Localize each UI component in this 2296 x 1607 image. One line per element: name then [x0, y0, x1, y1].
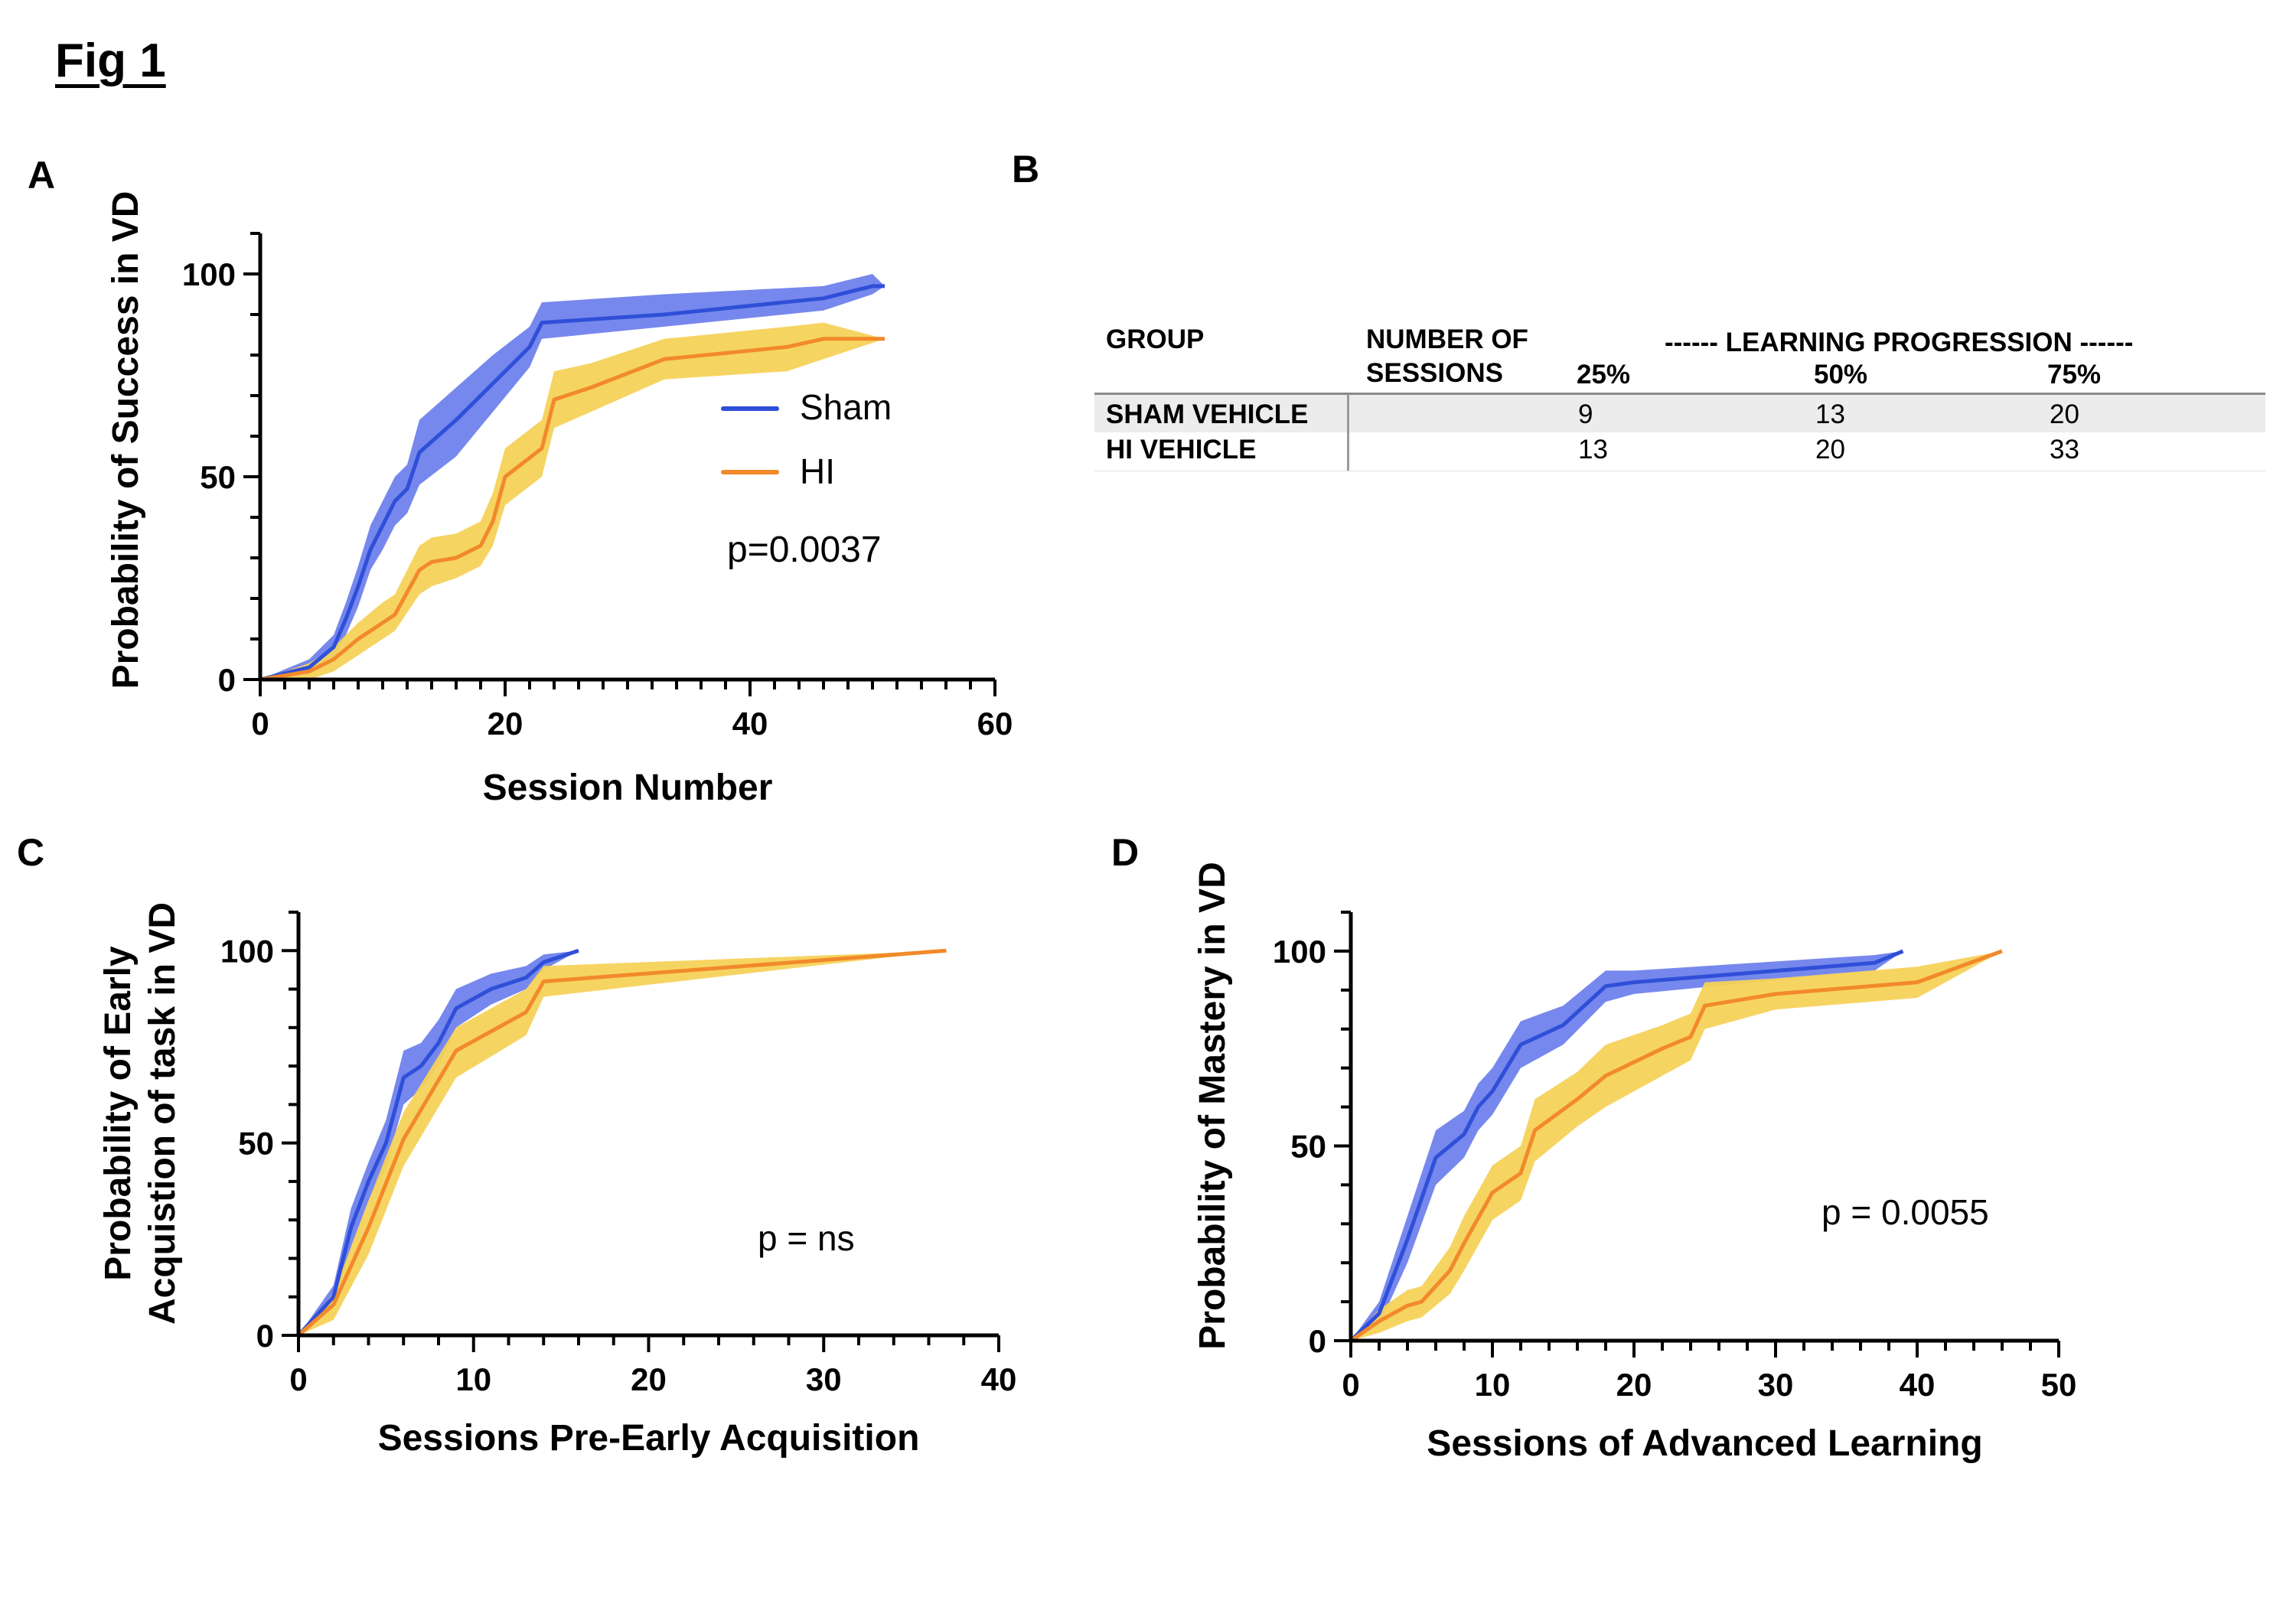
panel-d-sham-series-line [1349, 949, 1904, 1342]
header-learning-progression: ------ LEARNING PROGRESSION ------ [1665, 328, 2134, 357]
panel-a-y-tick-label: 50 [200, 459, 236, 495]
panel-d-p-value: p = 0.0055 [1821, 1192, 1989, 1232]
panel-d-y-tick-label: 0 [1309, 1323, 1326, 1359]
panel-a-x-axis-label: Session Number [483, 768, 773, 808]
table-row-group: SHAM VEHICLE [1106, 399, 1309, 429]
header-75-percent: 75% [2047, 360, 2102, 390]
panel-c-y-tick-label: 100 [220, 933, 274, 969]
table-column-divider [1347, 394, 1349, 471]
panel-a-y-tick-label: 100 [182, 256, 236, 292]
header-sessions-line1: NUMBER OF [1366, 324, 1528, 354]
panel-d-y-axis-label-line: Probability of Mastery in VD [1192, 862, 1233, 1349]
panel-c-x-tick-label: 20 [631, 1361, 667, 1397]
panel-letter-b: B [1012, 148, 1040, 191]
panel-c-y-tick-label: 50 [238, 1126, 274, 1162]
panel-c-hi-confidence-band [298, 950, 947, 1335]
panel-d-x-tick-label: 30 [1758, 1367, 1794, 1403]
table-cell-75: 33 [2050, 435, 2079, 464]
panel-a-hi-series-line [259, 337, 885, 682]
panel-c-y-axis-label-line: Probability of Early [98, 946, 139, 1281]
header-50-percent: 50% [1814, 360, 1868, 390]
panel-a-x-tick-label: 40 [732, 706, 768, 742]
panel-a-sham-series-line [259, 284, 885, 682]
header-25-percent: 25% [1577, 360, 1631, 390]
panel-d-sham-confidence-band [1351, 950, 1903, 1341]
panel-a-y-axis-label-line: Probability of Success in VD [106, 191, 146, 689]
panel-d-x-tick-label: 20 [1616, 1367, 1652, 1403]
panel-a-x-tick-label: 60 [977, 706, 1013, 742]
panel-a-hi-confidence-band [260, 322, 885, 680]
panel-a-p-value: p=0.0037 [727, 530, 882, 570]
panel-d-hi-series-line [1349, 949, 2003, 1343]
header-group: GROUP [1106, 324, 1205, 354]
panel-letter-a: A [28, 154, 56, 197]
panel-d-y-axis-label: Probability of Mastery in VD [1192, 862, 1233, 1349]
header-sessions-line2: SESSIONS [1366, 358, 1503, 388]
panel-c-p-value: p = ns [758, 1218, 855, 1258]
panel-c-y-tick-label: 0 [256, 1318, 274, 1354]
panel-a-x-tick-label: 20 [488, 706, 523, 742]
panel-c-sham-series-line [297, 948, 579, 1337]
panel-d-x-tick-label: 10 [1475, 1367, 1511, 1403]
table-cell-75: 20 [2050, 399, 2079, 429]
table-row-band [1094, 394, 2265, 432]
table-row-group: HI VEHICLE [1106, 435, 1257, 464]
table-cell-50: 20 [1815, 435, 1845, 464]
table-header-divider [1094, 393, 2265, 395]
panel-d-y-tick-label: 50 [1290, 1128, 1326, 1164]
panel-c-x-tick-label: 10 [455, 1361, 491, 1397]
table-cell-25: 9 [1578, 399, 1593, 429]
panel-letter-d: D [1111, 831, 1140, 874]
panel-c-x-tick-label: 30 [806, 1361, 842, 1397]
legend-hi-label: HI [800, 451, 835, 491]
panel-c-y-axis-label-line: Acquistion of task in VD [142, 902, 183, 1325]
panel-c-x-tick-label: 40 [981, 1361, 1017, 1397]
panel-d-x-tick-label: 50 [2041, 1367, 2077, 1403]
panel-d-x-tick-label: 40 [1900, 1367, 1936, 1403]
panel-c-sham-confidence-band [298, 950, 579, 1335]
panel-d-y-tick-label: 100 [1273, 934, 1326, 970]
table-cell-50: 13 [1815, 399, 1845, 429]
panel-d-x-tick-label: 0 [1342, 1367, 1359, 1403]
legend-sham-label: Sham [800, 387, 892, 427]
panel-c-x-axis-label: Sessions Pre-Early Acquisition [378, 1418, 920, 1459]
learning-progression-table: GROUP NUMBER OF SESSIONS ------ LEARNING… [1087, 314, 2265, 474]
panel-a-y-tick-label: 0 [218, 662, 236, 698]
table-cell-25: 13 [1578, 435, 1608, 464]
panel-d-x-axis-label: Sessions of Advanced Learning [1427, 1423, 1982, 1464]
panel-letter-c: C [17, 831, 45, 874]
panel-c-hi-series-line [297, 948, 947, 1337]
panel-a-x-tick-label: 0 [251, 706, 269, 742]
panel-c-x-tick-label: 0 [289, 1361, 307, 1397]
figure-title: Fig 1 [55, 34, 166, 87]
panel-a-y-axis-label: Probability of Success in VD [106, 191, 146, 689]
panel-c-y-axis-label: Probability of Early Acquistion of task i… [98, 902, 183, 1325]
